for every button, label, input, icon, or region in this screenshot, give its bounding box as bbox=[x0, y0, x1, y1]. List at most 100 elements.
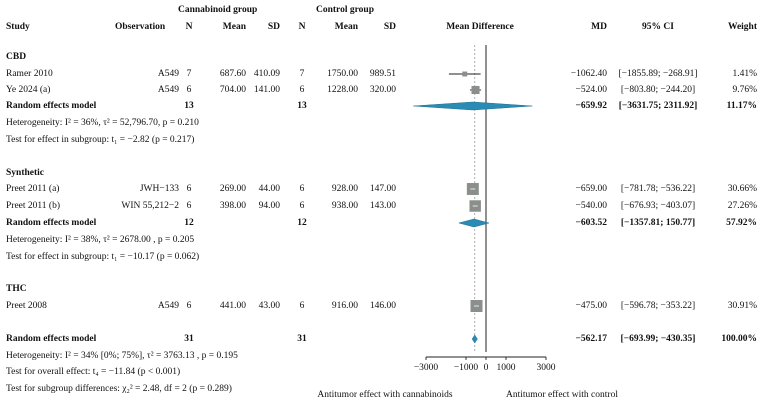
x-tick-label: −1000 bbox=[454, 363, 479, 373]
heterogeneity-prefix: Heterogeneity: bbox=[6, 351, 63, 361]
study-ci: [−781.78; −536.22] bbox=[620, 184, 696, 194]
study-mean2: 928.00 bbox=[331, 184, 358, 194]
study-name: Ramer 2010 bbox=[6, 69, 53, 79]
heterogeneity-cbd: Heterogeneity: I² = 36%, τ² = 52,796.70,… bbox=[6, 118, 199, 129]
group-header-control: Control group bbox=[316, 5, 374, 15]
study-observation: A549 bbox=[157, 301, 179, 311]
pooled-weight: 57.92% bbox=[726, 218, 757, 228]
col-n2: N bbox=[298, 22, 306, 32]
study-ci: [−803.80; −244.20] bbox=[620, 85, 696, 95]
overall-test-stats: t₄ = −11.84 (p < 0.001) bbox=[92, 367, 181, 377]
study-n2: 6 bbox=[299, 301, 305, 311]
overall-n2: 31 bbox=[297, 334, 307, 344]
study-weight: 30.66% bbox=[727, 184, 757, 194]
effect-test-stats: t₁ = −10.17 (p = 0.062) bbox=[111, 252, 200, 262]
study-n2: 6 bbox=[299, 184, 305, 194]
study-sd2: 147.00 bbox=[369, 184, 396, 194]
pooled-ci: [−3631.75; 2311.92] bbox=[618, 101, 698, 111]
study-name: Preet 2008 bbox=[6, 301, 47, 311]
study-sd1: 94.00 bbox=[258, 201, 280, 211]
study-n1: 6 bbox=[186, 201, 192, 211]
study-name: Preet 2011 (a) bbox=[6, 184, 60, 194]
study-n1: 6 bbox=[186, 301, 192, 311]
subgroup-test-prefix: Test for subgroup differences: bbox=[6, 384, 120, 394]
study-ci: [−1855.89; −268.91] bbox=[618, 69, 698, 79]
study-observation: A549 bbox=[157, 85, 179, 95]
overall-n1: 31 bbox=[184, 334, 194, 344]
study-ci: [−676.93; −403.07] bbox=[620, 201, 696, 211]
x-label-right: Antitumor effect with control bbox=[506, 389, 618, 400]
study-n1: 6 bbox=[186, 184, 192, 194]
col-weight: Weight bbox=[727, 22, 757, 32]
study-sd2: 320.00 bbox=[369, 85, 396, 95]
x-label-left: Antitumor effect with cannabinoids bbox=[317, 389, 452, 400]
col-mean1: Mean bbox=[222, 22, 246, 32]
study-mean2: 938.00 bbox=[331, 201, 358, 211]
heterogeneity-stats: I² = 34% [0%; 75%], τ² = 3763.13 , p = 0… bbox=[64, 351, 238, 361]
pooled-label: Random effects model bbox=[6, 218, 97, 228]
pooled-label: Random effects model bbox=[6, 101, 97, 111]
study-sd1: 141.00 bbox=[253, 85, 280, 95]
overall-diamond bbox=[471, 334, 478, 344]
study-md: −540.00 bbox=[575, 201, 607, 211]
study-mean2: 1750.00 bbox=[327, 69, 358, 79]
study-sd1: 43.00 bbox=[258, 301, 280, 311]
overall-test-prefix: Test for overall effect: bbox=[6, 367, 91, 377]
study-observation: JWH−133 bbox=[139, 184, 179, 194]
study-n2: 6 bbox=[299, 201, 305, 211]
subgroup-title-cbd: CBD bbox=[6, 52, 27, 62]
effect-test-synthetic: Test for effect in subgroup: t₁ = −10.17… bbox=[6, 252, 199, 263]
overall-label: Random effects model bbox=[6, 334, 97, 344]
study-md: −475.00 bbox=[575, 301, 607, 311]
pooled-n1: 13 bbox=[184, 101, 194, 111]
x-tick-label: 1000 bbox=[497, 363, 516, 373]
study-n2: 6 bbox=[299, 85, 305, 95]
study-sd1: 410.09 bbox=[253, 69, 280, 79]
study-square bbox=[462, 71, 468, 77]
heterogeneity-synthetic: Heterogeneity: I² = 38%, τ² = 2678.00 , … bbox=[6, 235, 194, 246]
pooled-diamond bbox=[457, 218, 490, 228]
study-observation: A549 bbox=[157, 69, 179, 79]
heterogeneity-stats: I² = 36%, τ² = 52,796.70, p = 0.210 bbox=[64, 118, 199, 128]
col-observation: Observation bbox=[115, 22, 166, 32]
pooled-weight: 11.17% bbox=[726, 101, 757, 111]
study-weight: 1.41% bbox=[732, 69, 757, 79]
overall-md: −562.17 bbox=[575, 334, 607, 344]
study-n2: 7 bbox=[299, 69, 305, 79]
effect-test-prefix: Test for effect in subgroup: bbox=[6, 135, 110, 145]
x-tick-label: 0 bbox=[484, 363, 489, 373]
col-sd1: SD bbox=[267, 22, 280, 32]
x-tick-label: 3000 bbox=[537, 363, 556, 373]
overall-ci: [−693.99; −430.35] bbox=[620, 334, 696, 344]
col-sd2: SD bbox=[383, 22, 396, 32]
pooled-ci: [−1357.81; 150.77] bbox=[620, 218, 696, 228]
study-md: −524.00 bbox=[575, 85, 607, 95]
overall-heterogeneity: Heterogeneity: I² = 34% [0%; 75%], τ² = … bbox=[6, 351, 238, 362]
effect-test-cbd: Test for effect in subgroup: t₁ = −2.82 … bbox=[6, 135, 194, 146]
study-square bbox=[471, 85, 480, 95]
subgroup-difference-test: Test for subgroup differences: χ₂² = 2.4… bbox=[6, 384, 232, 395]
study-n1: 6 bbox=[186, 85, 192, 95]
study-sd2: 143.00 bbox=[369, 201, 396, 211]
pooled-n1: 12 bbox=[184, 218, 194, 228]
study-mean1: 269.00 bbox=[219, 184, 246, 194]
study-name: Preet 2011 (b) bbox=[6, 201, 60, 211]
pooled-diamond bbox=[413, 101, 533, 111]
subgroup-title-thc: THC bbox=[6, 284, 27, 294]
study-md: −1062.40 bbox=[570, 69, 607, 79]
pooled-n2: 13 bbox=[297, 101, 307, 111]
subgroup-title-synthetic: Synthetic bbox=[6, 168, 44, 178]
heterogeneity-prefix: Heterogeneity: bbox=[6, 118, 63, 128]
study-md: −659.00 bbox=[575, 184, 607, 194]
effect-test-stats: t₁ = −2.82 (p = 0.217) bbox=[111, 135, 195, 145]
overall-weight: 100.00% bbox=[721, 334, 757, 344]
heterogeneity-prefix: Heterogeneity: bbox=[6, 235, 63, 245]
study-mean1: 704.00 bbox=[219, 85, 246, 95]
effect-test-prefix: Test for effect in subgroup: bbox=[6, 252, 110, 262]
heterogeneity-stats: I² = 38%, τ² = 2678.00 , p = 0.205 bbox=[64, 235, 195, 245]
study-mean1: 398.00 bbox=[219, 201, 246, 211]
subgroup-test-stats: χ₂² = 2.48, df = 2 (p = 0.289) bbox=[122, 384, 232, 394]
study-weight: 9.76% bbox=[732, 85, 757, 95]
study-observation: WIN 55,212−2 bbox=[121, 201, 179, 211]
